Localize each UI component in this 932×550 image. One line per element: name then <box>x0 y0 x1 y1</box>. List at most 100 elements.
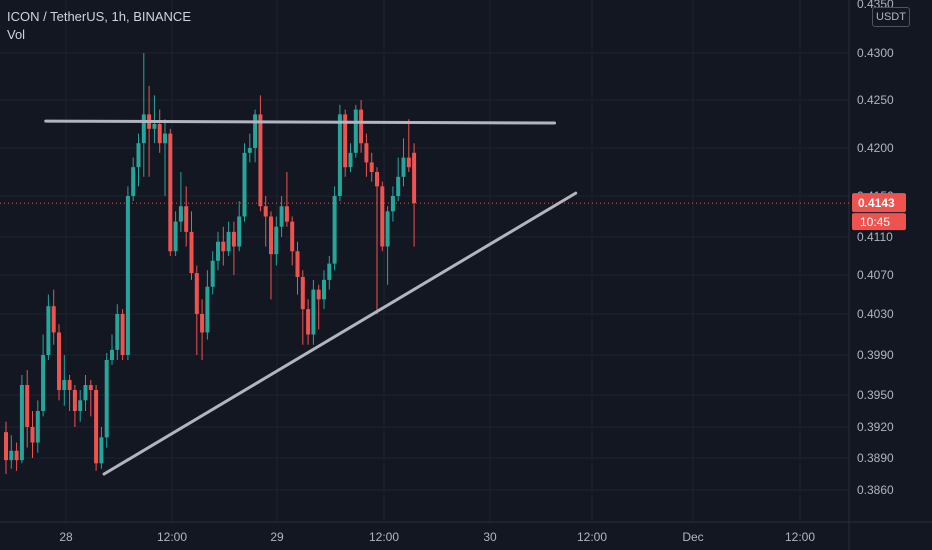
price-tick-label: 0.3990 <box>857 348 894 362</box>
candle-body <box>332 196 337 264</box>
price-tick-label: 0.4200 <box>857 141 894 155</box>
price-tick-top: 0.4350 <box>857 0 894 11</box>
price-tick-label: 0.3950 <box>857 388 894 402</box>
candle-body <box>284 206 289 222</box>
candle-body <box>46 306 51 355</box>
candle-body <box>385 211 390 247</box>
candle-body <box>364 143 369 163</box>
currency-button[interactable]: USDT <box>872 7 910 27</box>
candle-body <box>115 314 120 350</box>
candle-body <box>216 241 220 261</box>
candle-body <box>274 226 279 255</box>
candle-body <box>306 309 311 335</box>
candle-body <box>25 385 30 427</box>
candle-body <box>99 437 104 464</box>
candle-body <box>67 380 72 390</box>
candle-body <box>194 273 199 314</box>
price-tick-label: 0.3860 <box>857 483 894 497</box>
current-price-badge <box>852 193 906 213</box>
candle-body <box>375 172 379 187</box>
candle-body <box>327 263 332 280</box>
time-tick-label: 12:00 <box>157 530 187 544</box>
candle-body <box>205 286 210 333</box>
candle-body <box>141 114 146 144</box>
candle-body <box>83 385 88 401</box>
volume-indicator-label[interactable]: Vol <box>7 27 26 42</box>
candle-body <box>263 206 268 217</box>
candle-body <box>200 314 205 333</box>
candle-body <box>316 289 321 300</box>
candle-body <box>221 241 226 252</box>
candle-body <box>163 133 167 144</box>
candle-body <box>343 114 348 168</box>
candle-body <box>51 306 56 333</box>
price-tick-label: 0.4030 <box>857 307 894 321</box>
candle-body <box>253 114 258 148</box>
candle-body <box>152 124 157 129</box>
candles <box>4 53 417 474</box>
time-axis[interactable]: 28 12:00 29 12:00 30 12:00 Dec 12:00 <box>59 530 815 544</box>
countdown-badge <box>852 213 906 231</box>
candle-body <box>353 109 358 153</box>
candle-body <box>35 411 40 443</box>
candle-body <box>189 231 194 274</box>
support-trendline[interactable] <box>102 191 578 476</box>
candle-body <box>19 385 24 461</box>
candle-body <box>168 133 173 252</box>
price-axis[interactable]: 0.43000.42500.42000.41500.41100.40700.40… <box>857 46 894 497</box>
candle-body <box>337 114 342 196</box>
price-tick-label: 0.4300 <box>857 46 894 60</box>
candle-body <box>226 231 231 252</box>
price-tick-label: 0.4250 <box>857 93 894 107</box>
candle-body <box>157 124 162 144</box>
candle-body <box>62 380 67 390</box>
candle-body <box>78 400 83 411</box>
candle-body <box>4 432 8 461</box>
candle-body <box>131 167 136 196</box>
candle-body <box>412 152 417 204</box>
candle-body <box>279 206 284 227</box>
candle-body <box>258 114 263 207</box>
candle-body <box>348 152 353 168</box>
candle-body <box>41 355 46 411</box>
candle-body <box>184 206 189 232</box>
candle-body <box>210 260 215 287</box>
resistance-trendline[interactable] <box>44 119 557 125</box>
candle-body <box>401 157 406 177</box>
candle-body <box>237 216 242 247</box>
price-tick-label: 0.3920 <box>857 420 894 434</box>
candle-body <box>57 332 61 390</box>
candle-body <box>30 427 35 443</box>
time-tick-label: 30 <box>483 530 497 544</box>
candle-body <box>369 162 374 172</box>
time-tick-label: 12:00 <box>785 530 815 544</box>
candle-body <box>14 450 19 461</box>
price-tick-label: 0.4070 <box>857 268 894 282</box>
candle-body <box>173 221 178 252</box>
candle-body <box>247 148 252 153</box>
candle-body <box>380 186 385 247</box>
candle-body <box>125 196 130 355</box>
countdown-label: 10:45 <box>860 215 890 229</box>
candle-body <box>9 450 14 461</box>
candle-body <box>295 251 300 277</box>
candle-body <box>300 276 305 310</box>
candle-body <box>94 390 99 464</box>
candle-body <box>311 289 316 335</box>
candle-body <box>359 109 364 144</box>
candle-body <box>110 349 114 360</box>
candle-body <box>390 196 395 212</box>
candle-body <box>72 390 77 411</box>
time-tick-label: 12:00 <box>369 530 399 544</box>
price-tick-label: 0.4110 <box>857 230 893 244</box>
time-tick-label: Dec <box>682 530 703 544</box>
candle-body <box>242 152 247 217</box>
candle-body <box>136 143 141 168</box>
candle-body <box>120 314 125 355</box>
candle-body <box>88 385 93 390</box>
candle-body <box>104 360 109 438</box>
time-tick-label: 12:00 <box>577 530 607 544</box>
time-tick-label: 28 <box>59 530 73 544</box>
symbol-title[interactable]: ICON / TetherUS, 1h, BINANCE <box>7 9 191 24</box>
